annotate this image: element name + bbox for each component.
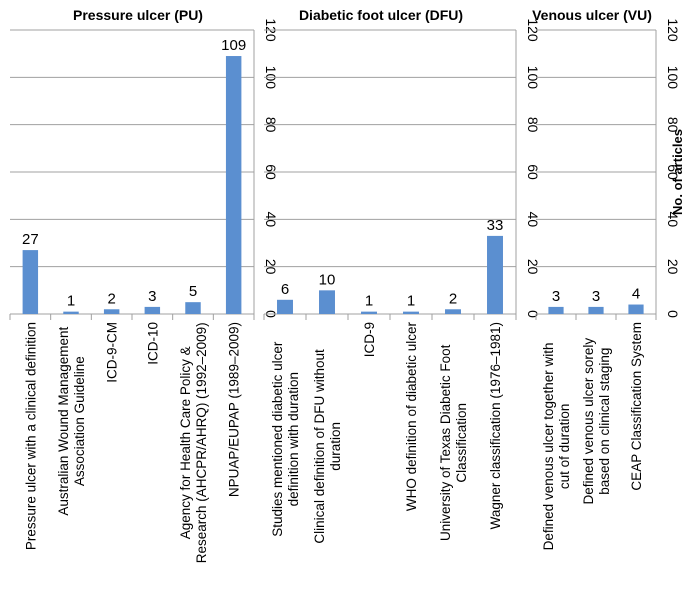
y-tick-label: 120	[525, 18, 541, 42]
bar	[319, 290, 335, 314]
category-label: Defined venous ulcer sorelybased on clin…	[581, 338, 612, 505]
bar	[487, 235, 503, 314]
category-label: Clinical definition of DFU withoutdurati…	[312, 349, 343, 544]
data-label: 2	[449, 290, 457, 307]
panel-title: Pressure ulcer (PU)	[73, 7, 203, 23]
y-tick-label: 80	[525, 117, 541, 133]
category-label: Agency for Health Care Policy &Research …	[178, 322, 209, 563]
category-label: ICD-10	[145, 322, 160, 365]
y-tick-label: 60	[665, 164, 681, 180]
data-label: 3	[148, 288, 156, 305]
data-label: 1	[67, 293, 75, 310]
category-label: Australian Wound ManagementAssociation G…	[56, 327, 87, 516]
category-label: CEAP Classification System	[629, 322, 644, 491]
category-label: Wagner classification (1976–1981)	[488, 322, 503, 529]
y-tick-label: 20	[525, 259, 541, 275]
y-tick-label: 40	[525, 212, 541, 228]
panel-title: Venous ulcer (VU)	[532, 7, 652, 23]
category-label: Pressure ulcer with a clinical definitio…	[23, 322, 38, 550]
bar	[445, 309, 461, 314]
data-label: 1	[365, 293, 373, 310]
data-label: 10	[319, 271, 336, 288]
data-label: 3	[552, 288, 560, 305]
bar	[277, 299, 293, 314]
data-label: 33	[487, 217, 504, 234]
bar	[588, 306, 604, 314]
category-label: Defined venous ulcer together withcut of…	[541, 342, 572, 550]
bar	[403, 311, 419, 314]
bar	[548, 306, 564, 314]
y-tick-label: 0	[525, 310, 541, 318]
data-label: 6	[281, 281, 289, 298]
category-label: WHO definition of diabetic ulcer	[404, 322, 419, 512]
bar	[628, 304, 644, 314]
y-tick-label: 60	[525, 164, 541, 180]
y-tick-label: 0	[665, 310, 681, 318]
bar	[22, 250, 39, 314]
bar	[225, 56, 242, 315]
bar	[103, 309, 120, 314]
bar	[361, 311, 377, 314]
data-label: 4	[632, 286, 640, 303]
y-tick-label: 80	[665, 117, 681, 133]
y-tick-label: 100	[665, 66, 681, 90]
bar	[144, 306, 161, 314]
category-label: Studies mentioned diabetic ulcerdefiniti…	[270, 341, 301, 537]
y-tick-label: 40	[665, 212, 681, 228]
data-label: 109	[221, 37, 246, 54]
data-label: 3	[592, 288, 600, 305]
category-label: ICD-9	[362, 322, 377, 357]
data-label: 1	[407, 293, 415, 310]
bar	[185, 302, 201, 314]
y-tick-label: 100	[525, 66, 541, 90]
y-tick-label: 20	[665, 259, 681, 275]
category-label: NPUAP/EUPAP (1989–2009)	[227, 322, 242, 497]
data-label: 5	[189, 283, 197, 300]
data-label: 27	[22, 231, 39, 248]
y-axis-title: No. of articles	[670, 129, 685, 215]
data-label: 2	[107, 290, 115, 307]
bar	[63, 311, 79, 314]
panel-title: Diabetic foot ulcer (DFU)	[299, 7, 463, 23]
y-tick-label: 120	[665, 18, 681, 42]
category-label: ICD-9-CM	[105, 322, 120, 383]
category-label: University of Texas Diabetic FootClassif…	[438, 344, 469, 541]
